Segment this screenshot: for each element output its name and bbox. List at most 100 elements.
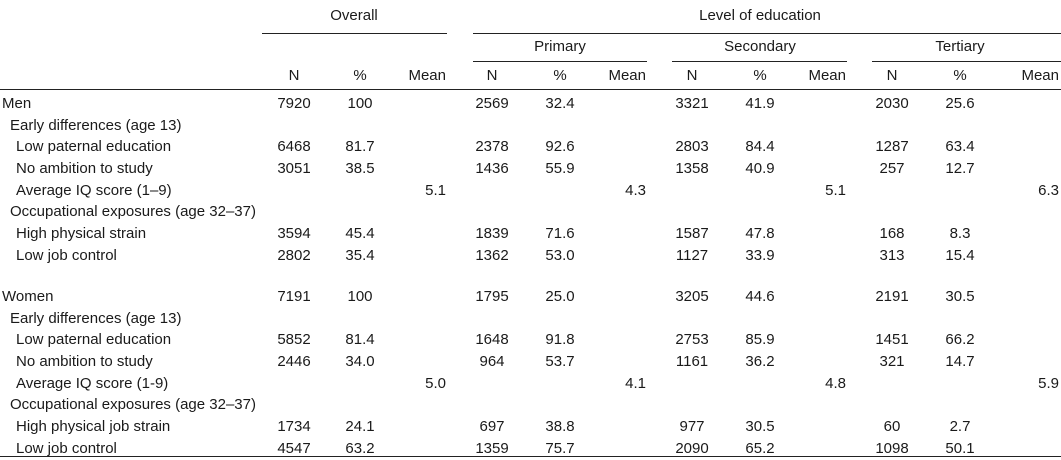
cell-secondary-n: 2090 xyxy=(675,440,709,457)
cell-primary-pct: 75.7 xyxy=(545,440,575,457)
row-label: Low job control xyxy=(16,440,117,457)
cell-tertiary-n: 2191 xyxy=(875,288,909,305)
cell-tertiary-n: 1098 xyxy=(875,440,909,457)
cell-primary-n: 1795 xyxy=(475,288,509,305)
cell-primary-mean: 4.1 xyxy=(625,375,646,392)
cell-secondary-mean: 4.8 xyxy=(825,375,846,392)
subheader-primary-mean: Mean xyxy=(608,67,646,84)
rule-primary xyxy=(473,61,647,62)
cell-primary-mean: 4.3 xyxy=(625,182,646,199)
row-label: No ambition to study xyxy=(16,160,153,177)
cell-overall-n: 7920 xyxy=(277,95,311,112)
cell-overall-pct: 24.1 xyxy=(345,418,375,435)
cell-primary-pct: 92.6 xyxy=(545,138,575,155)
cell-overall-n: 2446 xyxy=(277,353,311,370)
subheader-secondary-mean: Mean xyxy=(808,67,846,84)
subheader-secondary-n: N xyxy=(686,67,698,84)
cell-overall-mean: 5.1 xyxy=(425,182,446,199)
cell-overall-pct: 100 xyxy=(347,95,373,112)
cell-tertiary-n: 1451 xyxy=(875,331,909,348)
row-label: Low job control xyxy=(16,247,117,264)
cell-tertiary-pct: 25.6 xyxy=(945,95,975,112)
cell-primary-pct: 53.0 xyxy=(545,247,575,264)
row-label: Early differences (age 13) xyxy=(10,310,182,327)
subheader-tertiary-mean: Mean xyxy=(1021,67,1059,84)
cell-tertiary-mean: 6.3 xyxy=(1038,182,1059,199)
cell-primary-pct: 32.4 xyxy=(545,95,575,112)
cell-overall-pct: 38.5 xyxy=(345,160,375,177)
cell-primary-pct: 53.7 xyxy=(545,353,575,370)
cell-primary-pct: 38.8 xyxy=(545,418,575,435)
cell-primary-pct: 55.9 xyxy=(545,160,575,177)
cell-tertiary-pct: 66.2 xyxy=(945,331,975,348)
cell-overall-pct: 35.4 xyxy=(345,247,375,264)
cell-secondary-n: 1161 xyxy=(675,353,709,370)
cell-primary-n: 1648 xyxy=(475,331,509,348)
cell-overall-pct: 100 xyxy=(347,288,373,305)
cell-primary-n: 1362 xyxy=(475,247,509,264)
row-label: Occupational exposures (age 32–37) xyxy=(10,396,256,413)
subheader-secondary-pct: % xyxy=(753,67,767,84)
row-label: High physical job strain xyxy=(16,418,171,435)
cell-primary-n: 2569 xyxy=(475,95,509,112)
cell-secondary-n: 3321 xyxy=(675,95,709,112)
cell-secondary-pct: 47.8 xyxy=(745,225,775,242)
rule-tertiary xyxy=(872,61,1061,62)
subheader-tertiary-n: N xyxy=(886,67,898,84)
cell-secondary-n: 2753 xyxy=(675,331,709,348)
subheader-tertiary-pct: % xyxy=(953,67,967,84)
row-label: Women xyxy=(2,288,54,305)
subheader-overall-n: N xyxy=(288,67,300,84)
rule-secondary xyxy=(672,61,847,62)
cell-secondary-pct: 30.5 xyxy=(745,418,775,435)
header-overall: Overall xyxy=(330,7,378,24)
cell-tertiary-n: 321 xyxy=(879,353,905,370)
row-label: High physical strain xyxy=(16,225,147,242)
header-tertiary: Tertiary xyxy=(935,38,985,55)
cell-secondary-pct: 40.9 xyxy=(745,160,775,177)
cell-tertiary-n: 2030 xyxy=(875,95,909,112)
row-label: Average IQ score (1-9) xyxy=(16,375,169,392)
row-label: Low paternal education xyxy=(16,331,172,348)
cell-secondary-n: 977 xyxy=(679,418,705,435)
header-secondary: Secondary xyxy=(724,38,796,55)
cell-primary-n: 1839 xyxy=(475,225,509,242)
row-label: No ambition to study xyxy=(16,353,153,370)
cell-overall-pct: 45.4 xyxy=(345,225,375,242)
cell-tertiary-n: 313 xyxy=(879,247,905,264)
cell-tertiary-pct: 8.3 xyxy=(949,225,971,242)
cell-secondary-n: 1127 xyxy=(675,247,709,264)
subheader-overall-mean: Mean xyxy=(408,67,446,84)
cell-primary-n: 1359 xyxy=(475,440,509,457)
cell-primary-pct: 71.6 xyxy=(545,225,575,242)
cell-tertiary-pct: 14.7 xyxy=(945,353,975,370)
subheader-primary-n: N xyxy=(486,67,498,84)
cell-primary-n: 697 xyxy=(479,418,505,435)
cell-secondary-pct: 44.6 xyxy=(745,288,775,305)
cell-primary-n: 1436 xyxy=(475,160,509,177)
cell-overall-n: 7191 xyxy=(277,288,311,305)
cell-tertiary-pct: 50.1 xyxy=(945,440,975,457)
cell-secondary-n: 3205 xyxy=(675,288,709,305)
cell-secondary-n: 1358 xyxy=(675,160,709,177)
subheader-primary-pct: % xyxy=(553,67,567,84)
row-label: Early differences (age 13) xyxy=(10,117,182,134)
cell-tertiary-pct: 30.5 xyxy=(945,288,975,305)
header-level-of-education: Level of education xyxy=(699,7,821,24)
cell-secondary-pct: 36.2 xyxy=(745,353,775,370)
cell-overall-n: 4547 xyxy=(277,440,311,457)
cell-overall-mean: 5.0 xyxy=(425,375,446,392)
cell-tertiary-pct: 63.4 xyxy=(945,138,975,155)
cell-overall-n: 2802 xyxy=(277,247,311,264)
cell-secondary-n: 2803 xyxy=(675,138,709,155)
cell-overall-pct: 63.2 xyxy=(345,440,375,457)
cell-primary-pct: 25.0 xyxy=(545,288,575,305)
cell-tertiary-pct: 12.7 xyxy=(945,160,975,177)
cell-overall-n: 3051 xyxy=(277,160,311,177)
cell-secondary-pct: 41.9 xyxy=(745,95,775,112)
rule-header-bottom xyxy=(0,89,1061,90)
cell-overall-n: 5852 xyxy=(277,331,311,348)
subheader-overall-pct: % xyxy=(353,67,367,84)
cell-secondary-pct: 65.2 xyxy=(745,440,775,457)
cell-tertiary-n: 60 xyxy=(883,418,901,435)
